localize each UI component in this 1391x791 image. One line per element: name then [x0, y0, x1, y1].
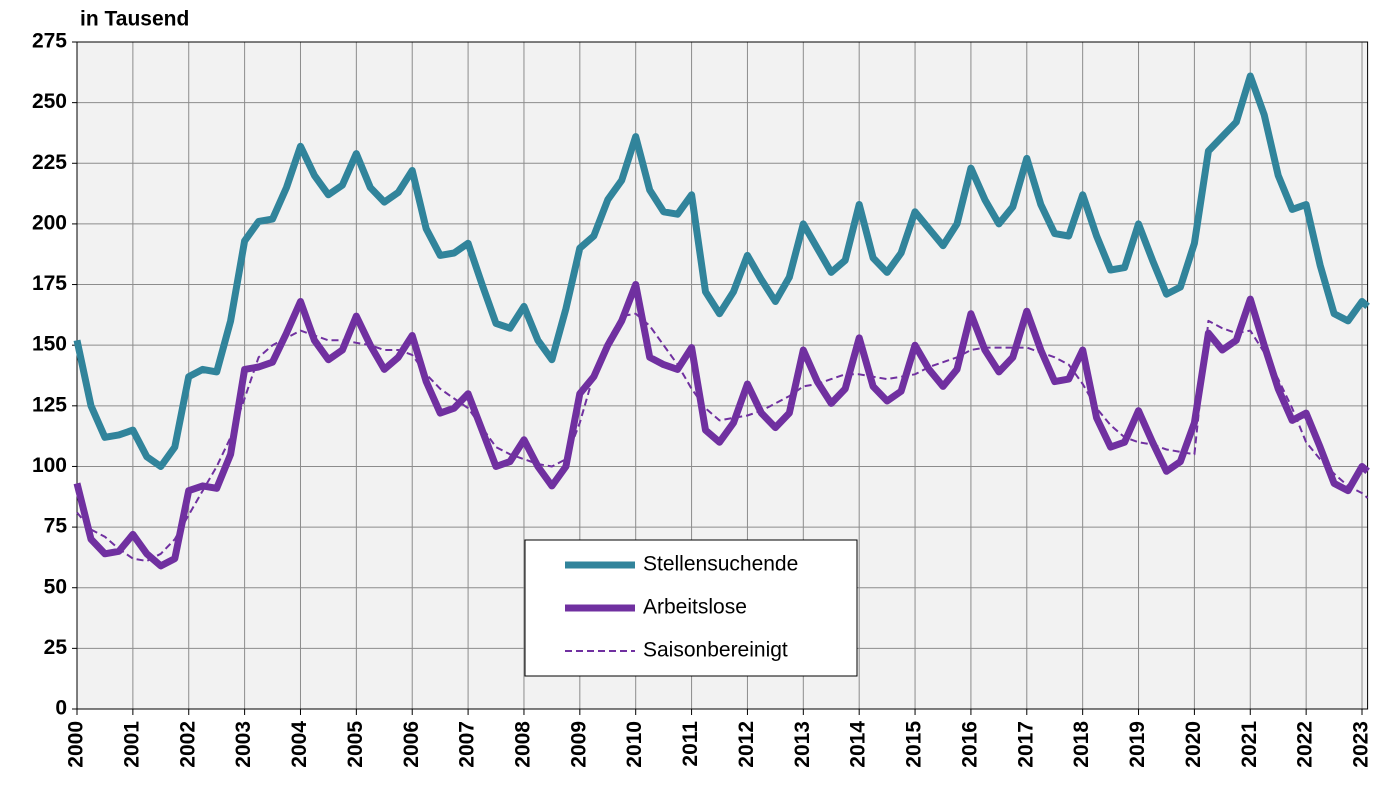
y-tick-label: 225 — [32, 151, 67, 174]
x-tick-label: 2022 — [1294, 721, 1317, 768]
x-tick-label: 2009 — [567, 721, 590, 768]
y-tick-label: 75 — [44, 515, 68, 538]
x-tick-label: 2017 — [1014, 721, 1037, 768]
x-tick-label: 2001 — [120, 721, 143, 768]
x-tick-label: 2007 — [456, 721, 479, 768]
y-tick-label: 25 — [44, 636, 68, 659]
line-series — [73, 281, 1370, 570]
legend-label: Saisonbereinigt — [643, 639, 788, 662]
y-axis-label: in Tausend — [80, 8, 189, 31]
x-tick-label: 2018 — [1070, 721, 1093, 768]
x-tick-label: 2002 — [176, 721, 199, 768]
y-tick-label: 100 — [32, 454, 67, 477]
x-tick-label: 2011 — [679, 721, 702, 767]
x-tick-label: 2021 — [1238, 721, 1261, 768]
y-tick-label: 275 — [32, 30, 67, 53]
x-tick-label: 2004 — [288, 721, 311, 768]
legend-label: Stellensuchende — [643, 553, 798, 576]
y-tick-label: 150 — [32, 333, 67, 356]
y-tick-label: 0 — [55, 697, 67, 720]
x-tick-label: 2005 — [344, 721, 367, 768]
x-tick-label: 2008 — [512, 721, 535, 768]
y-tick-label: 125 — [32, 393, 67, 416]
x-tick-label: 2000 — [65, 721, 88, 768]
y-tick-label: 250 — [32, 90, 67, 113]
line-series — [73, 72, 1370, 470]
y-tick-label: 50 — [44, 575, 67, 598]
x-tick-label: 2010 — [623, 721, 646, 768]
y-tick-label: 200 — [32, 211, 67, 234]
legend-label: Arbeitslose — [643, 596, 747, 619]
plot-border — [76, 41, 1369, 710]
x-tick-label: 2020 — [1182, 721, 1205, 768]
line-series — [76, 312, 1369, 562]
y-tick-label: 175 — [32, 272, 67, 295]
x-tick-label: 2012 — [735, 721, 758, 768]
x-tick-label: 2006 — [400, 721, 423, 768]
x-tick-label: 2023 — [1350, 721, 1373, 768]
x-tick-label: 2014 — [847, 721, 870, 768]
x-tick-label: 2013 — [791, 721, 814, 768]
x-tick-label: 2003 — [232, 721, 255, 768]
x-tick-label: 2019 — [1126, 721, 1149, 768]
x-tick-label: 2015 — [903, 721, 926, 768]
x-tick-label: 2016 — [958, 721, 981, 768]
